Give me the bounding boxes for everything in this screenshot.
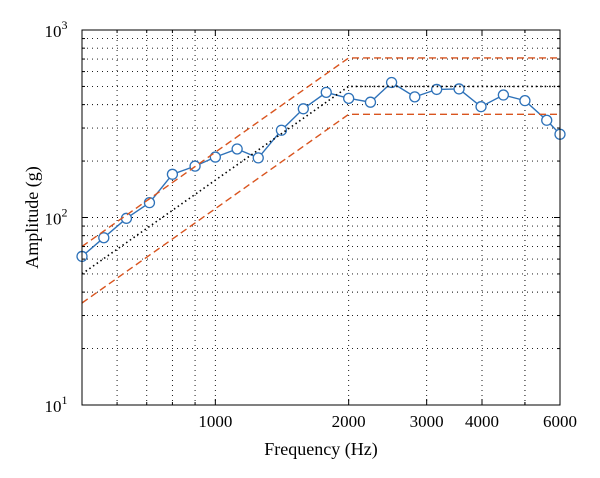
- data-point-marker: [209, 151, 221, 163]
- x-tick-label: 2000: [332, 412, 366, 431]
- data-point-marker: [297, 103, 309, 115]
- x-tick-label: 4000: [465, 412, 499, 431]
- series-layer: [76, 57, 566, 304]
- x-tick-label: 1000: [198, 412, 232, 431]
- data-point-marker: [453, 83, 465, 95]
- x-axis-label: Frequency (Hz): [264, 439, 377, 460]
- data-point-marker: [166, 168, 179, 180]
- data-point-marker: [98, 232, 110, 244]
- data-point-marker: [409, 91, 421, 103]
- x-tick-label: 3000: [410, 412, 444, 431]
- plot-frame: [81, 29, 561, 406]
- y-tick-label: 103: [45, 18, 68, 41]
- y-tick-label: 102: [45, 206, 68, 229]
- data-point-marker: [364, 96, 377, 108]
- data-point-marker: [475, 101, 487, 113]
- data-point-marker: [320, 86, 332, 99]
- y-tick-label: 101: [45, 393, 68, 416]
- grid-layer: [82, 30, 560, 405]
- data-point-marker: [519, 94, 531, 107]
- reference-series-line: [81, 85, 560, 275]
- data-point-marker: [252, 152, 264, 164]
- y-axis-label: Amplitude (g): [22, 166, 43, 268]
- data-point-marker: [431, 83, 443, 96]
- lower-tolerance-line: [81, 113, 560, 304]
- data-point-marker: [385, 76, 398, 89]
- upper-tolerance-line: [81, 57, 560, 248]
- data-point-marker: [541, 114, 553, 126]
- x-tick-label: 6000: [543, 412, 577, 431]
- data-point-marker: [497, 89, 510, 101]
- data-point-marker: [275, 124, 288, 136]
- data-point-marker: [343, 92, 355, 104]
- tick-layer: 1000 2000 3000 4000 6000 101 102 103: [45, 18, 578, 431]
- measured-series-line: [81, 81, 561, 257]
- data-point-marker: [231, 143, 243, 155]
